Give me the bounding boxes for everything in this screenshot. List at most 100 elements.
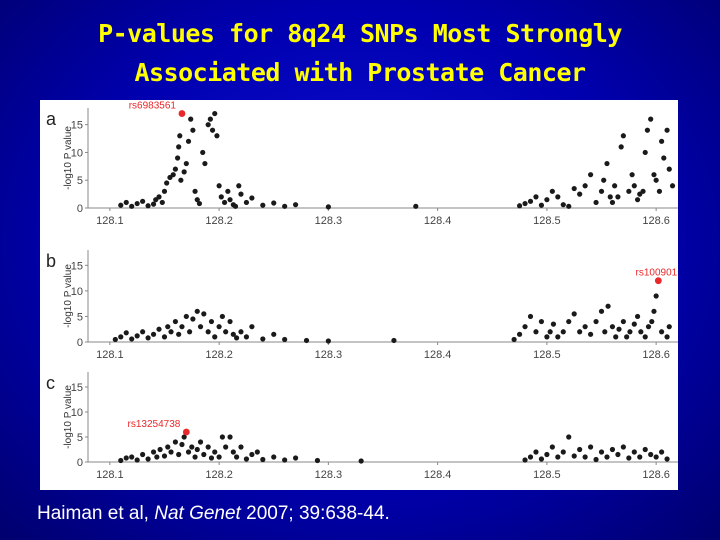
data-point [631,321,637,327]
x-tick-label: 128.5 [533,349,561,361]
data-point [197,439,204,445]
data-point [566,434,572,440]
data-point [607,194,613,200]
data-point [571,311,577,317]
data-point [653,177,659,183]
data-point [232,203,239,209]
data-point [612,183,618,189]
data-point [118,202,124,208]
data-point [174,155,181,161]
data-point [233,335,240,341]
data-point [640,188,646,194]
x-tick-label: 128.4 [424,215,452,227]
data-point [165,324,171,330]
data-point [669,183,676,189]
data-point [164,180,170,186]
data-point [642,149,648,156]
data-point [243,199,250,206]
highlight-snp-point [178,110,186,117]
data-point [626,188,632,194]
highlight-snp-label: rs10090154 [636,268,678,279]
data-point [165,444,171,450]
x-tick-label: 128.6 [642,349,670,361]
data-point [197,324,204,330]
data-point [634,313,641,320]
data-point [185,449,192,455]
data-point [123,199,129,206]
data-point [157,446,163,453]
data-point [555,334,561,340]
data-point [598,308,605,314]
data-point [140,198,146,204]
data-point [140,451,146,458]
x-tick-label: 128.2 [205,215,233,227]
data-point [212,110,218,117]
data-point [566,318,572,325]
data-point [629,172,635,178]
data-point [391,337,397,344]
data-point [626,455,632,461]
data-point [129,336,135,342]
data-point [134,333,140,339]
data-point [571,185,577,192]
data-point [609,324,616,330]
y-tick-label: 15 [71,120,83,132]
data-point [587,444,594,450]
data-point [150,449,157,455]
data-point [651,308,657,314]
data-point [620,318,626,325]
data-point [129,454,135,460]
data-point [544,451,550,458]
data-point [648,451,654,458]
data-point [325,204,331,210]
data-point [314,457,321,464]
data-point [516,331,523,337]
data-point [664,127,670,133]
y-axis-label: -log10 P value [63,264,74,328]
data-point [282,457,288,463]
data-point [620,444,626,450]
x-tick-label: 128.5 [533,215,561,227]
data-point [566,203,572,209]
data-point [201,451,207,458]
data-point [168,329,174,335]
data-point [642,446,648,453]
data-point [260,456,266,463]
data-point [236,183,242,189]
data-point [190,127,196,133]
data-point [598,188,605,194]
x-tick-label: 128.4 [424,349,452,361]
data-point [618,144,624,150]
data-point [560,329,566,335]
data-point [170,172,176,178]
slide-title-line-1: P-values for 8q24 SNPs Most Strongly [98,19,622,48]
y-tick-label: 15 [71,260,83,272]
data-point [189,444,195,450]
data-point [615,451,621,458]
data-point [145,335,151,341]
data-point [601,177,607,183]
data-point [194,197,200,203]
data-point [604,454,610,460]
x-tick-label: 128.1 [96,469,124,481]
data-point [593,199,599,206]
data-point [181,169,187,175]
data-point [587,172,594,178]
y-tick-label: 5 [77,432,83,444]
data-point [218,194,224,200]
data-point [664,334,670,340]
data-point [538,456,545,462]
data-point [254,449,260,455]
data-point [653,454,659,460]
data-point [243,334,250,340]
data-point [212,334,218,340]
highlight-snp-point [654,277,662,285]
data-point [571,453,577,459]
data-point [651,172,657,178]
data-point [271,331,277,337]
x-tick-label: 128.2 [205,469,233,481]
data-point [188,116,194,122]
data-point [216,183,222,189]
highlight-snp-label: rs13254738 [128,419,181,430]
data-point [207,116,213,122]
